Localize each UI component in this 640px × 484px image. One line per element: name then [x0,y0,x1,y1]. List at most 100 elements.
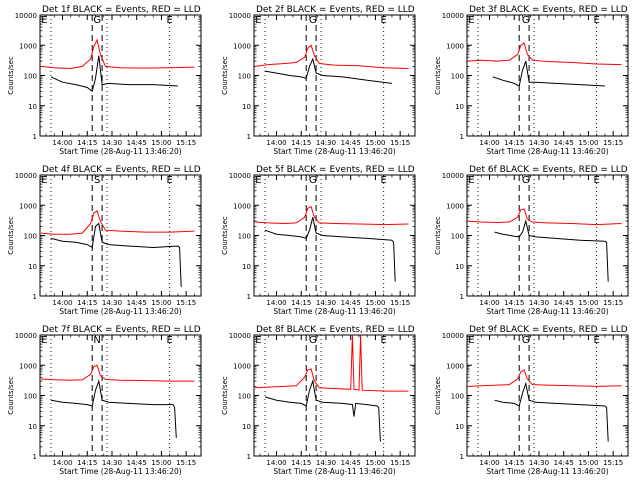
marker-label: S [94,175,100,186]
panel-title: Det 2f BLACK = Events, RED = LLD [256,5,415,15]
lld-series-line [255,44,409,69]
x-tick-label: 14:30 [316,299,336,307]
y-tick-label: 100 [24,73,37,81]
detector-panel-8: Det 8f BLACK = Events, RED = LLD Counts/s… [221,325,416,476]
y-tick-label: 100 [238,233,251,241]
x-tick-label: 14:30 [316,459,336,467]
marker-label: E [594,15,600,26]
x-tick-label: 14:00 [52,299,72,307]
x-tick-label: 15:00 [365,299,385,307]
y-axis-label: Counts/sec [7,56,15,95]
x-axis-label: Start Time (28-Aug-11 13:46:20) [59,147,181,156]
x-tick-label: 14:45 [341,459,361,467]
detector-panel-9: Det 9f BLACK = Events, RED = LLD Counts/s… [434,325,629,476]
lld-series-line [255,334,409,392]
y-axis-label: Counts/sec [434,216,442,255]
detector-panel-5: Det 5f BLACK = Events, RED = LLD Counts/s… [221,165,416,316]
y-tick-label: 10000 [442,172,464,180]
y-axis-label: Counts/sec [221,56,229,95]
panel-title: Det 8f BLACK = Events, RED = LLD [256,325,415,335]
y-tick-label: 1000 [19,202,37,210]
panel-title: Det 6f BLACK = Events, RED = LLD [469,165,628,175]
detector-panel-4: Det 4f BLACK = Events, RED = LLD Counts/s… [7,165,202,316]
plot-frame [253,174,416,297]
x-tick-label: 15:15 [390,139,410,147]
x-tick-label: 14:15 [291,459,311,467]
y-tick-label: 10 [28,423,37,431]
events-series-line [264,217,396,282]
plot-frame [39,174,202,297]
events-series-line [50,379,177,438]
y-tick-label: 10000 [229,332,251,340]
detector-panel-6: Det 6f BLACK = Events, RED = LLD Counts/s… [434,165,629,316]
marker-label: E [594,175,600,186]
x-tick-label: 15:15 [176,299,196,307]
marker-label: G [522,15,530,26]
x-tick-label: 14:45 [554,299,574,307]
marker-label: E [468,335,474,346]
x-tick-label: 14:45 [127,299,147,307]
y-tick-label: 10 [28,103,37,111]
y-axis-label: Counts/sec [7,376,15,415]
y-axis-label: Counts/sec [221,216,229,255]
x-tick-label: 14:45 [554,459,574,467]
y-tick-label: 10 [242,263,251,271]
lld-series-line [41,364,195,382]
x-axis-label: Start Time (28-Aug-11 13:46:20) [273,467,395,476]
y-tick-label: 10000 [442,12,464,20]
x-tick-label: 14:00 [266,459,286,467]
x-tick-label: 14:30 [102,299,122,307]
y-tick-label: 10 [242,103,251,111]
x-axis-label: Start Time (28-Aug-11 13:46:20) [486,467,608,476]
y-tick-label: 10000 [229,172,251,180]
y-tick-label: 1 [247,453,251,461]
marker-label: E [468,15,474,26]
y-tick-label: 10000 [442,332,464,340]
x-tick-label: 15:15 [603,459,623,467]
marker-label: E [255,175,261,186]
x-axis-label: Start Time (28-Aug-11 13:46:20) [273,307,395,316]
marker-label: E [594,335,600,346]
marker-label: E [167,175,173,186]
y-tick-label: 1000 [19,362,37,370]
lld-series-line [468,369,622,387]
y-axis-label: Counts/sec [221,376,229,415]
detector-panel-1: Det 1f BLACK = Events, RED = LLD Counts/s… [7,5,202,156]
plot-frame [466,334,629,457]
y-tick-label: 10000 [15,172,37,180]
x-tick-label: 15:00 [578,299,598,307]
x-tick-label: 14:45 [341,139,361,147]
marker-label: E [381,15,387,26]
lld-series-line [255,205,409,226]
x-tick-label: 14:45 [127,139,147,147]
events-series-line [492,60,605,87]
y-tick-label: 10 [455,103,464,111]
y-tick-label: 10 [455,263,464,271]
marker-label: E [468,175,474,186]
y-tick-label: 100 [238,73,251,81]
x-tick-label: 14:00 [479,139,499,147]
x-axis-label: Start Time (28-Aug-11 13:46:20) [486,147,608,156]
marker-label: E [255,15,261,26]
events-series-line [50,55,178,93]
x-tick-label: 14:00 [479,459,499,467]
y-tick-label: 100 [451,233,464,241]
x-tick-label: 15:00 [365,459,385,467]
x-tick-label: 14:00 [266,299,286,307]
x-tick-label: 14:15 [504,139,524,147]
x-tick-label: 14:30 [529,299,549,307]
x-tick-label: 14:15 [77,139,97,147]
x-axis-label: Start Time (28-Aug-11 13:46:20) [273,147,395,156]
y-tick-label: 1 [33,453,37,461]
x-axis-label: Start Time (28-Aug-11 13:46:20) [59,467,181,476]
marker-label: E [41,335,47,346]
x-axis-label: Start Time (28-Aug-11 13:46:20) [486,307,608,316]
y-axis-label: Counts/sec [7,216,15,255]
x-tick-label: 14:00 [52,139,72,147]
y-tick-label: 1000 [446,42,464,50]
marker-label: G [522,175,530,186]
x-tick-label: 15:00 [151,139,171,147]
x-tick-label: 14:00 [52,459,72,467]
y-tick-label: 100 [238,393,251,401]
x-axis-label: Start Time (28-Aug-11 13:46:20) [59,307,181,316]
